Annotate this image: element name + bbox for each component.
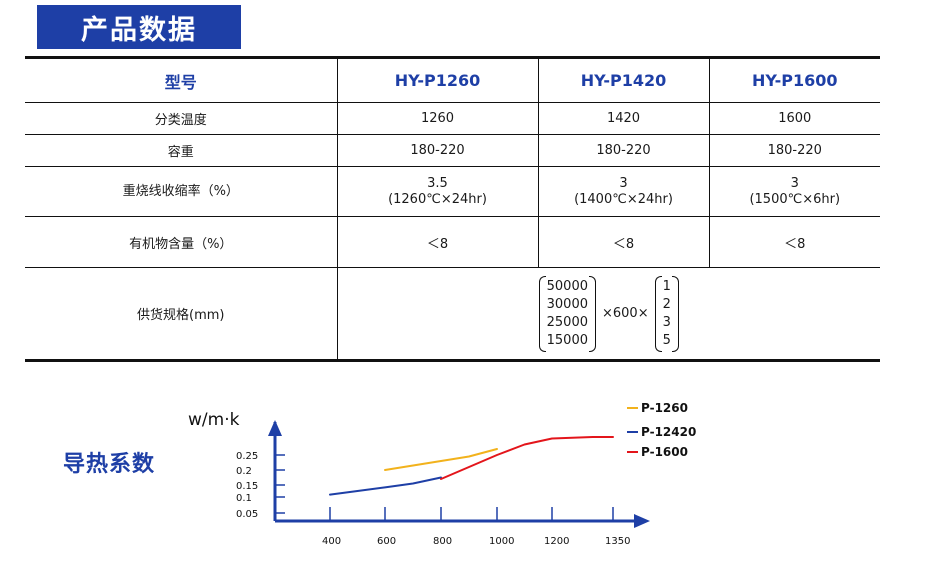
thickness-value: 1 (662, 278, 671, 294)
x-tick-label: 1200 (544, 536, 569, 547)
table-row: 分类温度 1260 1420 1600 (25, 102, 880, 135)
cell-value: 3 (619, 175, 628, 191)
cell-value: 3.5 (427, 175, 448, 191)
table-header-row: 型号 HY-P1260 HY-P1420 HY-P1600 (25, 56, 880, 103)
legend-label: P-1260 (641, 401, 688, 415)
legend-item: P-12420 (627, 425, 696, 439)
row-label: 重烧线收缩率（%） (25, 166, 337, 217)
cell: 3 (1500℃×6hr) (708, 166, 880, 217)
y-tick-label: 0.1 (236, 493, 252, 504)
thickness-value: 2 (662, 296, 671, 312)
spec-table: 型号 HY-P1260 HY-P1420 HY-P1600 分类温度 1260 … (25, 56, 880, 362)
x-tick-label: 800 (433, 536, 452, 547)
cell-note: (1260℃×24hr) (388, 191, 487, 207)
legend-swatch (627, 407, 638, 409)
supply-spec-cell: 50000 30000 25000 15000 ×600× 1 2 3 5 (336, 267, 881, 362)
y-axis-label: w/m·k (188, 410, 240, 430)
legend-label: P-1600 (641, 445, 688, 459)
series-line-p-1260 (384, 448, 498, 471)
row-label: 供货规格(mm) (25, 267, 337, 362)
header-p1600: HY-P1600 (708, 56, 880, 103)
supply-formula: 50000 30000 25000 15000 ×600× 1 2 3 5 (338, 275, 881, 352)
length-value: 30000 (546, 296, 588, 312)
y-tick-label: 0.25 (236, 451, 258, 462)
thickness-value: 5 (662, 332, 671, 348)
series-line-p-12420 (329, 476, 442, 496)
cell: 1600 (708, 102, 880, 135)
header-p1260: HY-P1260 (336, 56, 538, 103)
series-line-p-1600 (440, 436, 614, 480)
row-label: 分类温度 (25, 102, 337, 135)
cell: 180-220 (336, 134, 538, 167)
cell: ＜8 (537, 216, 709, 268)
cell: 1260 (336, 102, 538, 135)
table-row: 容重 180-220 180-220 180-220 (25, 134, 880, 167)
table-row: 重烧线收缩率（%） 3.5 (1260℃×24hr) 3 (1400℃×24hr) … (25, 166, 880, 217)
section-title-banner: 产品数据 (37, 5, 241, 49)
cell-note: (1400℃×24hr) (574, 191, 673, 207)
lengths-bracket: 50000 30000 25000 15000 (538, 275, 597, 352)
row-label: 容重 (25, 134, 337, 167)
thermal-conductivity-chart: w/m·k 400 600 800 1000 1200 13500.250.20.150.… (188, 410, 650, 547)
x-axis-arrow (634, 514, 650, 528)
thickness-bracket: 1 2 3 5 (654, 275, 680, 352)
table-row-supply: 供货规格(mm) 50000 30000 25000 15000 ×600× 1… (25, 267, 881, 362)
header-p1420: HY-P1420 (537, 56, 709, 103)
y-tick-label: 0.15 (236, 481, 258, 492)
length-value: 15000 (546, 332, 588, 348)
y-axis-arrow (268, 420, 282, 436)
cell: ＜8 (336, 216, 538, 268)
width-value: ×600× (601, 306, 649, 321)
section-title: 产品数据 (81, 14, 197, 46)
cell: 3.5 (1260℃×24hr) (336, 166, 538, 217)
cell-value: 3 (790, 175, 799, 191)
row-label: 有机物含量（%） (25, 216, 337, 268)
x-tick-label: 1350 (605, 536, 630, 547)
legend-swatch (627, 451, 638, 453)
chart-title: 导热系数 (63, 452, 156, 477)
legend-item: P-1600 (627, 445, 688, 459)
x-tick-label: 1000 (489, 536, 514, 547)
chart-axes: w/m·k (188, 410, 650, 528)
cell: ＜8 (708, 216, 880, 268)
x-tick-label: 400 (322, 536, 341, 547)
legend-label: P-12420 (641, 425, 697, 439)
thickness-value: 3 (662, 314, 671, 330)
length-value: 50000 (546, 278, 588, 294)
y-tick-label: 0.05 (236, 509, 258, 520)
cell: 180-220 (708, 134, 880, 167)
legend-swatch (627, 431, 638, 433)
length-value: 25000 (546, 314, 588, 330)
cell: 3 (1400℃×24hr) (537, 166, 709, 217)
y-tick-label: 0.2 (236, 466, 252, 477)
cell-note: (1500℃×6hr) (749, 191, 841, 207)
chart-lines (329, 436, 614, 496)
cell: 1420 (537, 102, 709, 135)
x-tick-label: 600 (377, 536, 396, 547)
cell: 180-220 (537, 134, 709, 167)
legend-item: P-1260 (627, 401, 688, 415)
header-model: 型号 (25, 56, 337, 103)
table-row: 有机物含量（%） ＜8 ＜8 ＜8 (25, 216, 880, 268)
chart-ticks: 400 600 800 1000 1200 1350 0.25 0.2 0.150.1 0.05 (236, 451, 630, 547)
